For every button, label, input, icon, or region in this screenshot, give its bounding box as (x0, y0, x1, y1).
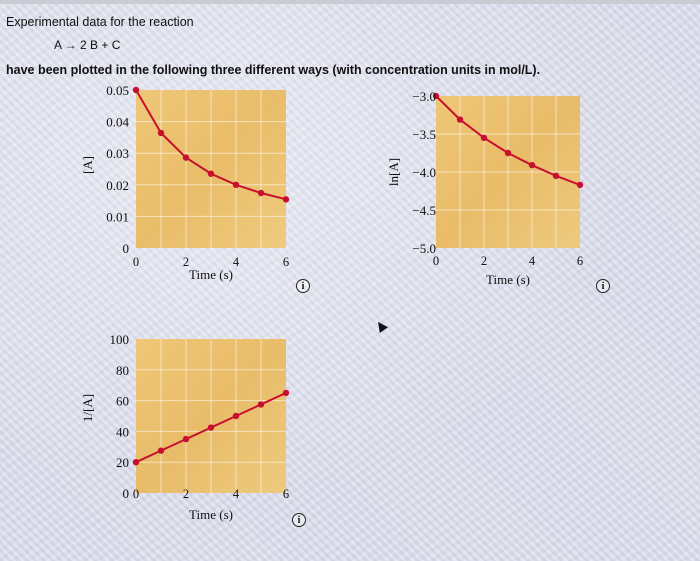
data-point (480, 134, 488, 141)
window-top-border (0, 0, 700, 4)
info-icon-chart-2[interactable]: i (596, 279, 610, 293)
info-icon-chart-1[interactable]: i (296, 279, 310, 293)
data-point (207, 170, 215, 177)
x-tick-label: 6 (283, 255, 289, 269)
y-tick-label: −4.0 (412, 165, 436, 180)
y-tick-label: −5.0 (412, 241, 436, 256)
data-point (132, 86, 140, 94)
x-axis-label: Time (s) (189, 507, 233, 522)
data-point (528, 161, 536, 169)
data-point (157, 129, 165, 137)
data-point (207, 424, 215, 431)
y-tick-label: −3.5 (412, 127, 436, 142)
y-tick-label: 100 (110, 332, 130, 347)
x-tick-label: 2 (183, 487, 189, 501)
x-tick-label: 2 (481, 254, 487, 268)
data-point (456, 116, 464, 123)
x-tick-label: 0 (133, 487, 139, 501)
y-tick-label: 60 (116, 394, 129, 409)
y-tick-label: 0 (123, 486, 130, 501)
x-axis-label: Time (s) (486, 272, 530, 287)
y-tick-label: 0.03 (106, 146, 129, 161)
x-tick-label: 2 (183, 255, 189, 269)
y-axis-label: 1/[A] (80, 394, 95, 422)
y-tick-label: −4.5 (412, 203, 436, 218)
data-point (432, 92, 440, 100)
x-tick-label: 4 (233, 487, 240, 501)
y-tick-label: 40 (116, 424, 129, 439)
chart-3 (132, 339, 290, 493)
y-tick-label: 80 (116, 363, 129, 378)
y-tick-label: 0.04 (106, 115, 129, 130)
y-tick-label: 0.05 (106, 83, 129, 98)
y-tick-label: 0.02 (106, 178, 129, 193)
page-title: Experimental data for the reaction (6, 15, 194, 29)
data-point (182, 435, 190, 443)
y-tick-label: 20 (116, 455, 129, 470)
x-tick-label: 6 (283, 487, 289, 501)
intro-text: have been plotted in the following three… (6, 63, 541, 77)
reaction-equation: A → 2 B + C (54, 38, 121, 52)
x-tick-label: 6 (577, 254, 583, 268)
data-point (282, 389, 290, 397)
x-axis-label: Time (s) (189, 267, 233, 282)
info-icon-chart-3[interactable]: i (292, 513, 306, 527)
x-tick-label: 0 (133, 255, 139, 269)
data-point (232, 412, 240, 420)
data-point (157, 447, 165, 454)
data-point (132, 459, 140, 466)
data-point (257, 189, 265, 197)
x-tick-label: 4 (529, 254, 536, 268)
y-axis-label: [A] (80, 156, 95, 174)
y-tick-label: −3.0 (412, 89, 436, 104)
y-axis-label: ln[A] (386, 158, 401, 186)
y-tick-label: 0.01 (106, 209, 129, 224)
data-point (182, 154, 190, 161)
data-point (282, 196, 290, 203)
chart-2 (432, 92, 584, 248)
data-point (232, 181, 240, 188)
x-tick-label: 4 (233, 255, 240, 269)
data-point (576, 181, 584, 189)
data-point (504, 149, 512, 157)
chart-1 (132, 86, 290, 248)
x-tick-label: 0 (433, 254, 439, 268)
y-tick-label: 0 (123, 241, 130, 256)
data-point (257, 401, 265, 408)
data-point (552, 172, 560, 179)
